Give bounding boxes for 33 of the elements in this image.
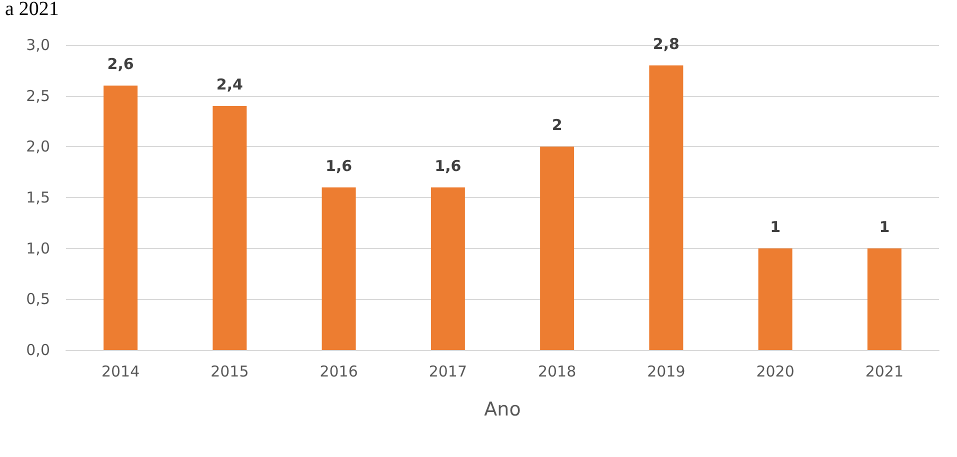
bar	[104, 86, 138, 350]
y-tick-label: 2,0	[26, 138, 50, 156]
y-tick-label: 0,0	[26, 341, 50, 359]
y-tick-label: 2,5	[26, 86, 50, 105]
bar	[867, 248, 902, 350]
data-label: 1,6	[434, 156, 462, 175]
y-tick-label: 3,0	[26, 36, 50, 54]
x-tick-label: 2019	[647, 362, 686, 380]
data-label: 2,8	[652, 34, 680, 53]
data-label: 2,4	[216, 76, 243, 94]
data-label: 1	[879, 218, 890, 236]
bar	[322, 187, 356, 350]
y-tick-label: 1,5	[26, 188, 50, 206]
data-label: 1	[770, 218, 781, 236]
data-label: 2	[552, 116, 562, 134]
x-tick-label: 2018	[538, 362, 576, 380]
x-tick-label: 2014	[101, 362, 140, 380]
bar	[212, 106, 247, 350]
x-tick-label: 2015	[210, 362, 249, 380]
data-label: 2,6	[107, 55, 134, 74]
bar	[430, 187, 465, 350]
y-tick-label: 0,5	[26, 290, 50, 308]
y-tick-label: 1,0	[26, 239, 50, 258]
x-tick-label: 2017	[428, 362, 468, 380]
data-label: 1,6	[326, 156, 352, 175]
bar	[540, 146, 574, 350]
x-axis-title: Ano	[484, 398, 521, 420]
bar	[649, 65, 684, 350]
x-tick-label: 2020	[756, 362, 794, 380]
chart-title: a 2021	[5, 0, 59, 20]
x-tick-label: 2021	[865, 362, 904, 380]
x-tick-label: 2016	[320, 362, 358, 380]
bar	[758, 248, 792, 350]
